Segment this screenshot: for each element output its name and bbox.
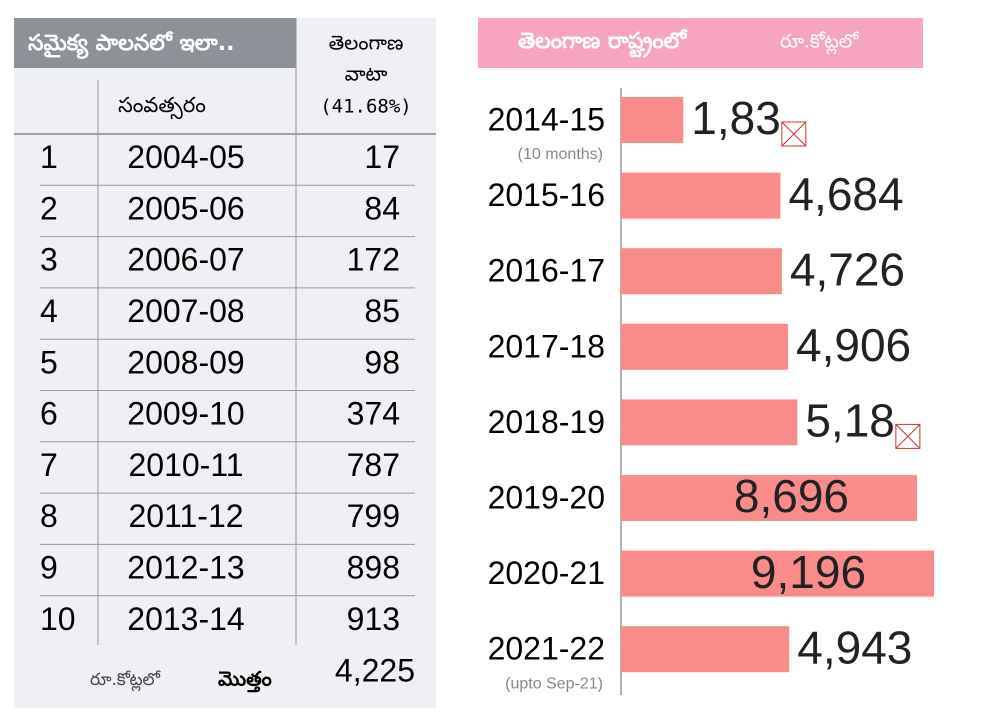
bar <box>621 550 935 597</box>
row-value: 17 <box>364 139 400 175</box>
row-value: 85 <box>364 293 400 329</box>
row-number: 3 <box>40 242 58 278</box>
share-header: వాటా <box>345 62 388 86</box>
chart-title: తెలంగాణ రాష్ట్రంలో <box>518 28 689 59</box>
missing-glyph <box>895 423 921 449</box>
value-label: 1,83 <box>691 92 781 144</box>
total: 4,225 <box>335 652 415 688</box>
bar <box>621 323 789 370</box>
row-value: 84 <box>364 190 400 226</box>
row-number: 5 <box>40 344 58 380</box>
value-label: 4,943 <box>797 621 912 673</box>
category-label: 2015-16 <box>488 177 605 213</box>
row-value: 172 <box>347 242 400 278</box>
year-header: సంవత్సరం <box>118 93 206 120</box>
category-label: 2020-21 <box>488 555 605 591</box>
value-label: 5,18 <box>805 395 895 447</box>
category-label: 2017-18 <box>488 328 605 364</box>
row-year: 2008-09 <box>127 344 244 380</box>
row-year: 2012-13 <box>127 550 244 586</box>
category-label: 2019-20 <box>488 479 605 515</box>
chart-header-bg <box>478 18 923 68</box>
table-title: సమైక్య పాలనలో ఇలా.. <box>28 30 235 59</box>
value-label: 4,906 <box>796 319 911 371</box>
row-number: 6 <box>40 396 58 432</box>
row-number: 9 <box>40 550 58 586</box>
bar <box>621 172 781 219</box>
category-label: 2016-17 <box>488 253 605 289</box>
row-number: 10 <box>40 601 76 637</box>
row-number: 2 <box>40 190 58 226</box>
row-year: 2006-07 <box>127 242 244 278</box>
row-number: 8 <box>40 498 58 534</box>
share-header: తెలంగాణ <box>329 31 404 55</box>
row-year: 2005-06 <box>127 190 244 226</box>
row-number: 7 <box>40 447 58 483</box>
value-label: 4,684 <box>788 168 903 220</box>
row-value: 913 <box>347 601 400 637</box>
row-year: 2011-12 <box>128 498 243 534</box>
bar <box>621 97 684 143</box>
row-year: 2004-05 <box>127 139 244 175</box>
row-value: 98 <box>364 344 400 380</box>
bar <box>621 399 798 446</box>
category-label: 2021-22 <box>488 631 605 667</box>
table-title-bg <box>14 18 296 68</box>
table-unit: రూ.కోట్లలో <box>90 670 162 692</box>
row-number: 4 <box>40 293 58 329</box>
missing-glyph <box>895 424 921 449</box>
row-value: 374 <box>347 396 400 432</box>
category-note: (upto Sep-21) <box>505 675 603 692</box>
row-value: 898 <box>347 550 400 586</box>
row-year: 2013-14 <box>127 601 244 637</box>
value-label: 4,726 <box>790 243 905 295</box>
row-year: 2009-10 <box>127 396 244 432</box>
table-panel <box>14 18 436 708</box>
row-year: 2010-11 <box>128 447 243 483</box>
missing-glyph <box>781 121 807 147</box>
chart-unit: రూ.కోట్లలో <box>780 31 860 56</box>
missing-glyph <box>781 121 807 147</box>
total-label: మొత్తం <box>218 667 272 693</box>
bar <box>621 475 918 521</box>
bar <box>621 248 782 295</box>
row-value: 787 <box>347 447 400 483</box>
value-label: 8,696 <box>734 470 849 522</box>
row-year: 2007-08 <box>127 293 244 329</box>
value-label: 9,196 <box>751 546 866 598</box>
share-header: (41.68%) <box>320 96 412 118</box>
row-number: 1 <box>40 139 58 175</box>
category-note: (10 months) <box>518 146 603 163</box>
row-value: 799 <box>347 498 400 534</box>
bar <box>621 626 790 673</box>
category-label: 2014-15 <box>488 101 605 137</box>
category-label: 2018-19 <box>488 404 605 440</box>
